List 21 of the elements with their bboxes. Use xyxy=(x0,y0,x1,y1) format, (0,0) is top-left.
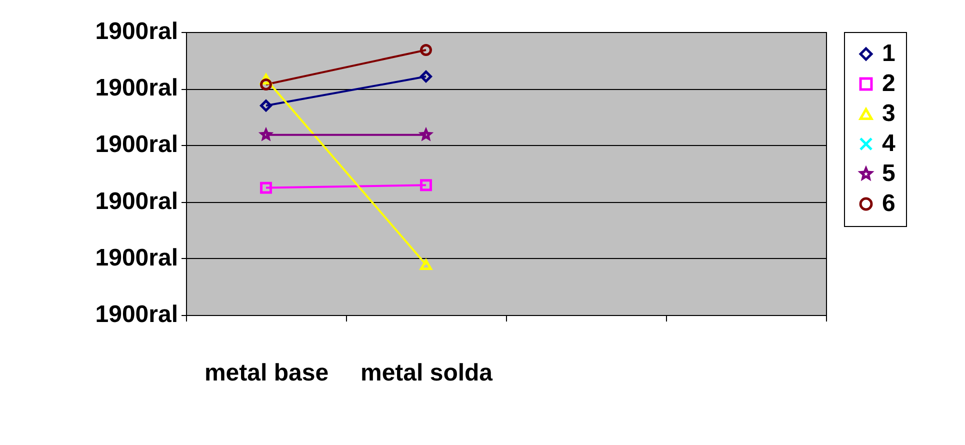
legend-label: 4 xyxy=(882,130,896,157)
point xyxy=(260,182,272,194)
x-tick-label: metal solda xyxy=(360,360,494,386)
legend-label: 3 xyxy=(882,100,896,127)
point xyxy=(420,128,432,140)
legend-label: 5 xyxy=(882,160,896,187)
text: 1900ral xyxy=(95,74,178,102)
legend-label: 1 xyxy=(882,40,896,67)
text: 1900ral xyxy=(95,18,178,45)
text: 1900ral xyxy=(95,244,178,272)
point xyxy=(420,70,432,83)
text: 1900ral xyxy=(95,188,178,215)
x-tick-label: metal base xyxy=(204,360,329,386)
text: 1900ral xyxy=(95,301,178,328)
point xyxy=(260,100,272,112)
point xyxy=(260,128,272,140)
point xyxy=(420,179,432,192)
point xyxy=(420,44,432,56)
legend-label: 2 xyxy=(882,70,896,97)
legend-label: 6 xyxy=(882,190,896,217)
text: 1900ral xyxy=(95,131,178,158)
